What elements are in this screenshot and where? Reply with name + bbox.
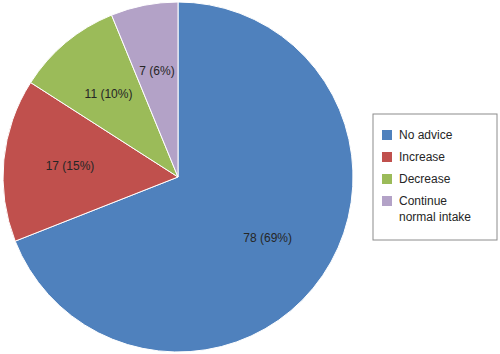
legend-swatch [382,152,392,162]
legend-label: Decrease [399,172,451,186]
legend-swatch [382,196,392,206]
data-label: 11 (10%) [85,87,133,101]
legend-swatch [382,130,392,140]
legend-label: Increase [399,150,445,164]
legend-label: Continuenormal intake [399,194,471,224]
data-labels: 78 (69%) 17 (15%) 11 (10%) 7 (6%) [46,64,292,246]
chart-svg: 78 (69%) 17 (15%) 11 (10%) 7 (6%) No advice I… [0,0,500,354]
data-label: 17 (15%) [46,159,95,173]
legend: No advice Increase Decrease Continuenormal … [373,114,497,240]
legend-box [373,114,497,240]
data-label: 7 (6%) [139,64,174,78]
data-label: 78 (69%) [243,231,292,245]
legend-swatch [382,174,392,184]
legend-label: No advice [399,128,453,142]
chart-container: 78 (69%) 17 (15%) 11 (10%) 7 (6%) No advice I… [0,0,500,354]
slices [3,2,353,352]
